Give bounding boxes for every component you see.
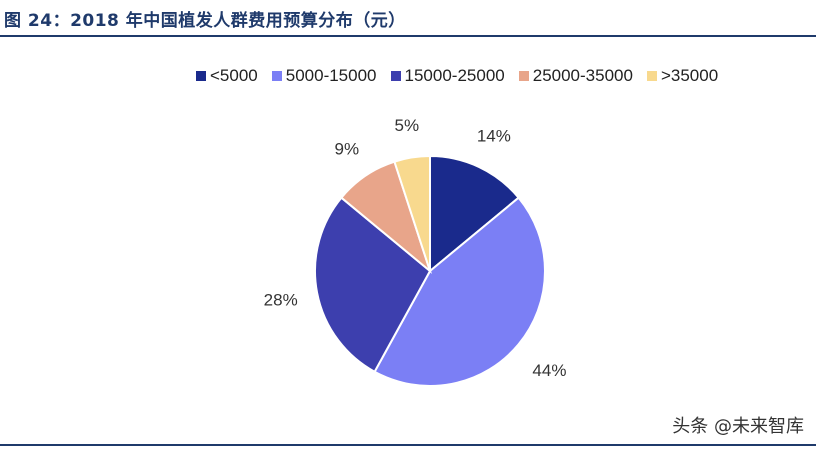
legend-label: >35000: [660, 66, 719, 85]
legend-item: >35000: [646, 66, 719, 86]
bottom-divider: [0, 444, 816, 446]
legend-item: 15000-25000: [390, 66, 505, 86]
slice-label-2: 44%: [532, 361, 566, 380]
slice-label-5: 5%: [395, 116, 420, 135]
title-divider: [0, 35, 816, 37]
pie-slice-2: [373, 196, 546, 387]
legend-item: <5000: [196, 66, 258, 86]
pie-slice-5: [393, 154, 431, 272]
slice-label-4: 9%: [335, 140, 360, 159]
legend-label: 25000-35000: [532, 66, 633, 85]
chart-legend: <5000 5000-15000 15000-25000 25000-35000…: [196, 66, 718, 86]
pie-slice-1: [429, 154, 521, 274]
pie-slice-3: [314, 196, 432, 374]
watermark: 头条 @未来智库: [672, 416, 804, 437]
legend-swatch: [390, 71, 401, 81]
legend-swatch: [196, 71, 206, 81]
legend-label: 5000-15000: [285, 66, 377, 85]
legend-item: 5000-15000: [271, 66, 377, 86]
figure-title: 图 24：2018 年中国植发人群费用预算分布（元）: [4, 11, 406, 31]
legend-swatch: [646, 71, 657, 81]
legend-swatch: [271, 71, 282, 81]
legend-label: <5000: [210, 66, 258, 85]
legend-item: 25000-35000: [518, 66, 633, 86]
slice-label-1: 14%: [477, 126, 511, 145]
legend-label: 15000-25000: [404, 66, 505, 85]
slice-label-3: 28%: [264, 290, 298, 309]
legend-swatch: [518, 71, 529, 81]
